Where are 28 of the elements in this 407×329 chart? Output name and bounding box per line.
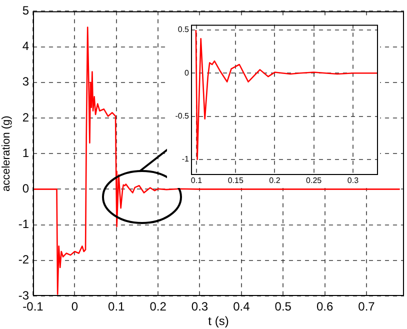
- x-tick-label: 0.4: [233, 300, 250, 314]
- x-tick-label: -0.1: [22, 300, 44, 314]
- x-tick-label: 0.1: [108, 300, 126, 314]
- x-tick-label: 0.3: [347, 176, 360, 186]
- y-tick-label: -2: [18, 252, 30, 267]
- x-tick-label: 0.2: [150, 300, 167, 314]
- y-tick-label: -0.5: [175, 112, 190, 121]
- y-tick-label: 4: [22, 39, 30, 54]
- x-tick-label: 0.5: [274, 300, 292, 314]
- x-axis-title: t (s): [208, 314, 229, 328]
- x-tick-label: 0.25: [306, 176, 322, 186]
- y-tick-label: 0.5: [178, 25, 190, 34]
- x-tick-label: 0.2: [269, 176, 281, 186]
- y-tick-label: 3: [22, 74, 30, 89]
- x-tick-label: 0: [71, 300, 78, 314]
- y-tick-label: 2: [22, 110, 30, 124]
- y-axis-title: acceleration (g): [0, 116, 13, 192]
- x-tick-label: 0.7: [358, 300, 376, 314]
- y-tick-label: 0: [184, 68, 190, 78]
- y-tick-label: 1: [22, 146, 30, 160]
- x-tick-label: 0.15: [228, 176, 244, 186]
- y-tick-label: -1: [182, 154, 190, 164]
- y-tick-label: -3: [18, 288, 30, 302]
- y-tick-label: -1: [18, 217, 30, 232]
- x-tick-label: 0.1: [190, 176, 203, 186]
- y-tick-label: 5: [22, 4, 30, 18]
- x-tick-label: 0.3: [191, 300, 208, 314]
- x-tick-label: 0.6: [316, 300, 334, 314]
